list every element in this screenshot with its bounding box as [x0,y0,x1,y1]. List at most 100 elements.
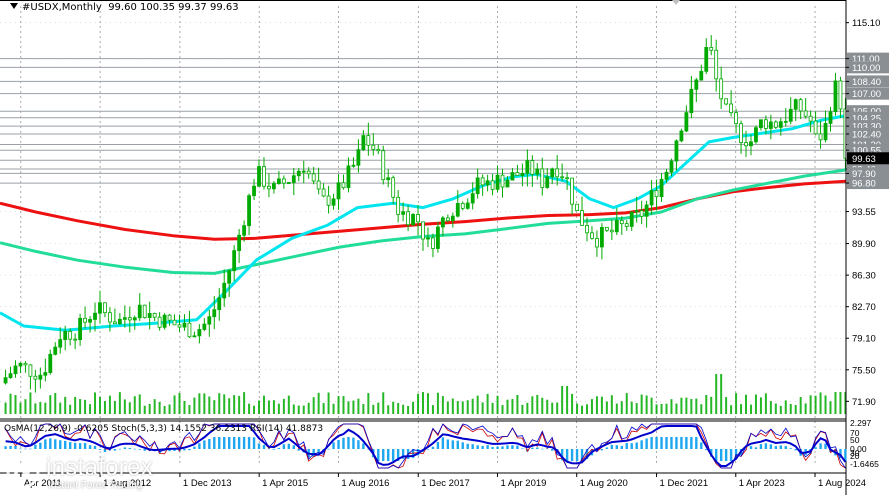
volume-bar [551,402,554,414]
price-label-box [847,61,889,74]
candle-body [659,178,664,198]
osma-bar [814,447,817,449]
price-label: 104.25 [852,113,881,124]
time-label: 1 Aug 2024 [818,478,866,489]
volume-bar [715,374,718,414]
volume-bar [789,403,792,414]
volume-bar [387,405,390,414]
volume-bar [426,393,429,414]
osma-bar [237,437,241,449]
indicator-header: OsMA(12,26,9) -0.6205 Stoch(5,3,3) 14.15… [4,424,324,434]
candle-body [778,121,783,128]
volume-bar [566,386,569,414]
candle-body [759,119,763,129]
osma-bar [436,441,440,449]
osma-bar [426,449,430,450]
volume-bar [461,401,464,414]
volume-bar [238,395,241,414]
candle-body [754,127,758,143]
time-label: 1 Apr 2015 [262,478,308,489]
volume-bar [844,392,847,414]
osma-bar [54,439,57,449]
candle-body [694,79,699,90]
candle-body [634,210,639,213]
osma-bar [690,437,693,449]
volume-bar [113,400,116,414]
candle-body [604,226,609,231]
osma-bar [536,447,539,449]
time-label: 1 Aug 2012 [103,478,151,489]
candle-body [296,170,301,177]
osma-bar [794,449,797,451]
volume-bar [506,399,509,414]
volume-bar [595,396,598,414]
candle-body [28,364,33,377]
candle-body [585,225,589,234]
osma-bar [595,449,599,452]
candle-body [217,297,222,311]
candle-body [734,112,738,125]
candle-body [13,365,18,375]
candle-body [167,314,172,321]
volume-bar [749,404,752,414]
osma-bar [665,437,668,449]
osma-bar [441,437,445,449]
volume-bar [133,396,136,414]
candle-body [406,211,410,226]
candle-body [520,172,525,176]
volume-bar [730,405,733,414]
volume-bar [342,396,345,414]
time-label: 1 Aug 2016 [341,478,389,489]
volume-bar [700,404,703,414]
osma-bar [491,446,494,449]
osma-bar [695,437,698,449]
dropdown-arrow-icon[interactable] [10,3,18,9]
osma-bar [784,446,787,449]
volume-bar [690,398,693,414]
candle-body [391,177,396,198]
osma-bar [471,444,474,449]
osma-bar [362,443,365,449]
volume-bar [64,396,67,414]
candle-body [73,338,78,341]
volume-bar [422,392,424,414]
price-axis: 115.10111.00110.00108.40107.00105.00104.… [845,0,889,495]
osma-bar [575,449,579,461]
candle-body [276,178,281,184]
candle-body [291,175,296,183]
candle-body [356,149,361,166]
candle-body [371,144,376,150]
volume-bar [630,401,633,414]
candle-body [272,183,276,190]
candle-body [88,319,92,323]
candle-body [38,374,43,380]
osma-bar [367,448,370,450]
volume-bar [541,397,544,414]
osma-bar [103,449,107,453]
osma-bar [754,447,758,449]
osma-bar [774,446,778,449]
indicator-scale-label: 70 [850,428,860,438]
candle-body [306,170,311,175]
volume-bar [635,403,638,414]
candle-body [152,313,157,318]
volume-bar [307,402,310,414]
volume-bar [407,405,410,414]
osma-bar [635,442,638,449]
candlesticks [3,35,848,393]
candle-body [689,88,694,114]
osma-bar [24,448,27,450]
volume-bar [24,399,27,414]
volume-bar [103,400,106,414]
volume-bar [685,397,688,414]
time-label: Apr 2011 [24,478,62,489]
volume-bar [272,400,275,414]
volume-bar [456,401,459,414]
candle-body [624,223,629,227]
volume-bar [481,402,484,414]
osma-bar [282,444,286,449]
candle-body [530,160,535,175]
volume-bar [705,394,708,414]
volume-bar [720,374,723,414]
